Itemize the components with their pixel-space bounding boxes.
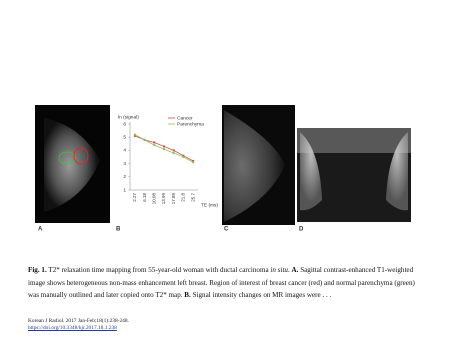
x-tick-label: 13.99	[161, 193, 166, 205]
point	[192, 159, 195, 162]
journal-reference: Korean J Radiol. 2017 Jan-Feb;18(1):238-…	[28, 318, 129, 324]
caption-segment: B.	[184, 291, 191, 299]
y-tick-label: 1	[123, 187, 126, 193]
legend-label: Cancer	[177, 115, 193, 121]
point	[143, 138, 146, 141]
caption-segment: A.	[291, 266, 299, 274]
x-tick-label: 25.7	[190, 193, 195, 202]
panel-label: D	[299, 227, 304, 233]
x-tick-label: 10.08	[151, 193, 156, 205]
x-tick-label: 17.89	[171, 193, 176, 205]
y-tick-label: 6	[123, 121, 126, 127]
mri-image-d	[297, 128, 411, 222]
panel-label: C	[224, 227, 229, 233]
point	[172, 152, 175, 155]
y-tick-label: 3	[123, 161, 126, 167]
point	[172, 149, 175, 152]
citation: Korean J Radiol. 2017 Jan-Feb;18(1):238-…	[28, 318, 129, 332]
point	[153, 141, 156, 144]
panel-label: A	[38, 227, 43, 233]
point	[163, 145, 165, 148]
point	[153, 144, 156, 147]
x-tick-label: 6.18	[142, 193, 147, 202]
y-axis-label: ln (signal)	[118, 114, 139, 120]
legend-label: Parenchyma	[177, 121, 204, 127]
caption-segment: .	[287, 266, 292, 274]
mri-image-a	[35, 105, 110, 223]
caption-segment: T2* relaxation time mapping from 55-year…	[46, 266, 271, 274]
chart-b: ln (signal) 1 2 3 4 5 6 2.27 6.18 10.08 13.99 17.89…	[118, 114, 218, 208]
x-axis-label: TE (ms)	[201, 202, 218, 208]
point	[133, 134, 136, 137]
caption-segment: Sagittal contrast-enhanced T1-weighted i…	[28, 266, 415, 299]
point	[133, 133, 136, 136]
point	[182, 156, 185, 158]
x-tick-label: 2.27	[132, 193, 137, 202]
y-tick-label: 4	[123, 148, 126, 154]
y-tick-label: 5	[123, 134, 126, 140]
y-tick-label: 2	[123, 174, 126, 180]
doi-link[interactable]: https://doi.org/10.3348/kjr.2017.18.1.23…	[28, 325, 117, 331]
figure-caption: Fig. 1. T2* relaxation time mapping from…	[28, 264, 426, 302]
panel-labels: A B C D	[38, 227, 304, 233]
caption-segment: Fig. 1.	[28, 266, 47, 274]
panel-label: B	[116, 227, 121, 233]
caption-segment: Signal intensity changes on MR images we…	[190, 291, 332, 299]
point	[182, 154, 185, 157]
mri-image-c	[222, 105, 295, 225]
x-tick-label: 21.8	[181, 193, 186, 202]
caption-segment: in situ	[270, 266, 288, 274]
point	[192, 161, 195, 164]
point	[163, 148, 165, 151]
